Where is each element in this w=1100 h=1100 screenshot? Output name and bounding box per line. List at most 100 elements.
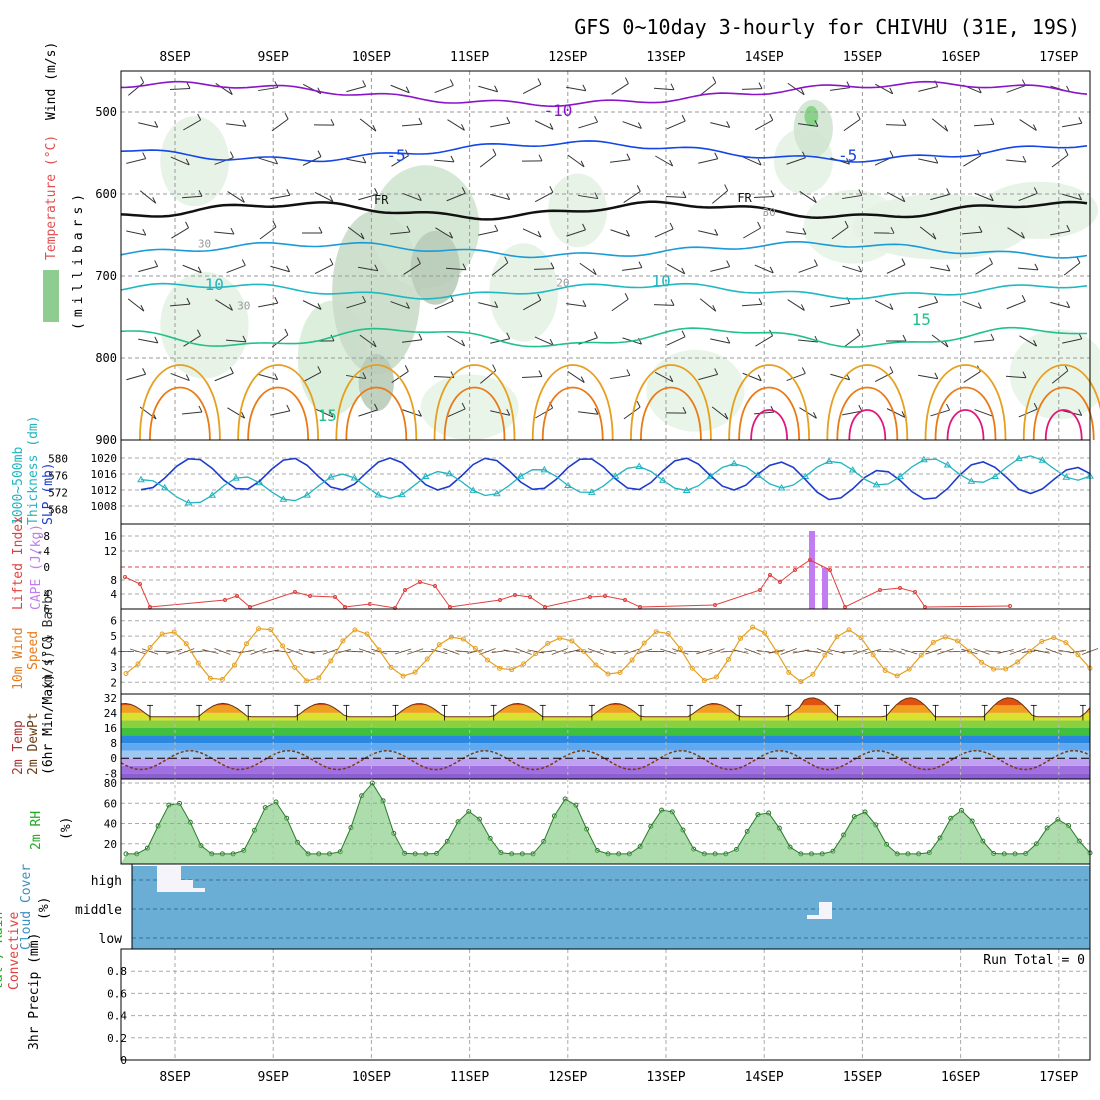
- upper-wind-barb-flag: [372, 124, 377, 132]
- wind-tick-label: 5: [110, 630, 117, 643]
- upper-wind-barb: [699, 82, 717, 96]
- upper-wind-barb: [918, 158, 938, 164]
- upper-wind-barb: [521, 375, 543, 379]
- rh-shading: [160, 271, 249, 379]
- upper-wind-barb-flag: [229, 304, 233, 311]
- upper-wind-barb-flag: [286, 265, 291, 272]
- wind10-side-label: Speed: [26, 631, 41, 670]
- upper-wind-barb-flag: [902, 334, 907, 342]
- rh-tick-label: 80: [104, 777, 117, 790]
- upper-wind-barb-flag: [152, 197, 157, 204]
- upper-wind-barb-flag: [594, 407, 599, 415]
- wind-marker: [195, 660, 201, 666]
- upper-wind-barb: [1050, 230, 1070, 236]
- upper-wind-barb-flag: [185, 374, 190, 381]
- rh-shading: [358, 353, 394, 412]
- upper-wind-barb-flag: [1034, 263, 1039, 271]
- upper-wind-barb: [138, 338, 158, 344]
- upper-wind-barb-flag: [284, 328, 289, 336]
- upper-wind-barb-flag: [946, 403, 951, 411]
- cape-bar: [809, 531, 815, 609]
- wind-tick-label: 6: [110, 615, 117, 628]
- upper-wind-barb: [302, 371, 322, 383]
- wind-barb: [178, 648, 195, 655]
- wind-marker: [183, 641, 189, 647]
- wind-barb: [612, 650, 629, 653]
- upper-wind-barb: [874, 300, 894, 310]
- upper-wind-barb-flag: [934, 296, 939, 303]
- temp-side-label: (6hr Min/Max) (°C): [41, 634, 56, 775]
- wind-marker: [750, 624, 756, 630]
- upper-wind-barb: [391, 155, 409, 167]
- warm-contour: [541, 386, 604, 441]
- upper-wind-barb-flag: [142, 368, 147, 375]
- upper-wind-barb: [445, 267, 467, 271]
- warm-contour: [924, 364, 1007, 441]
- upper-wind-barb: [885, 124, 907, 126]
- upper-wind-barb: [799, 190, 817, 204]
- upper-wind-barb-flag: [362, 295, 367, 303]
- upper-wind-barb-flag: [858, 404, 863, 412]
- upper-wind-barb-flag: [858, 265, 863, 273]
- upper-wind-barb: [786, 372, 806, 382]
- wind-marker: [521, 661, 527, 667]
- upper-wind-barb-flag: [681, 267, 686, 275]
- upper-wind-barb-flag: [186, 297, 191, 305]
- upper-wind-barb-flag: [800, 88, 805, 95]
- li-tick-label: -4: [37, 545, 51, 558]
- wind-barb: [937, 648, 954, 655]
- precip-tick-label: 0.4: [107, 1010, 127, 1023]
- wind-barb: [467, 649, 484, 654]
- upper-wind-barb: [843, 334, 861, 348]
- upper-wind-barb-flag: [240, 196, 245, 203]
- upper-wind-barb: [314, 264, 334, 274]
- warm-contour: [247, 386, 310, 441]
- upper-wind-barb-flag: [624, 77, 629, 84]
- wind-barb: [431, 648, 448, 655]
- pressure-tick-label: 600: [95, 187, 117, 201]
- cloud-bar-middle: [807, 915, 819, 919]
- wind-barb: [250, 648, 267, 655]
- upper-wind-barb: [962, 300, 982, 310]
- upper-wind-barb-flag: [582, 223, 586, 231]
- wind-barb: [515, 648, 532, 655]
- upper-wind-barb-flag: [813, 259, 818, 266]
- upper-wind-barb-flag: [197, 113, 202, 121]
- upper-wind-barb-flag: [1066, 224, 1071, 232]
- rh-legend-box: [43, 270, 59, 322]
- upper-wind-barb-flag: [989, 257, 993, 264]
- wind-marker: [677, 646, 683, 652]
- wind-marker: [400, 673, 406, 679]
- wind-barb: [202, 649, 219, 654]
- temp-tick-label: 24: [104, 707, 118, 720]
- upper-wind-barb-flag: [856, 328, 861, 336]
- bottom-day-label: 9SEP: [258, 1070, 289, 1085]
- upper-wind-barb-flag: [362, 156, 367, 164]
- upper-wind-barb-flag: [142, 228, 147, 236]
- upper-wind-barb-flag: [185, 158, 190, 166]
- li-tick-label: -8: [37, 530, 50, 543]
- upper-wind-barb-flag: [682, 406, 687, 414]
- upper-wind-barb: [963, 371, 981, 383]
- warm-contour: [149, 386, 211, 441]
- upper-wind-barb: [698, 373, 718, 381]
- upper-wind-barb-flag: [272, 220, 277, 228]
- upper-wind-barb-flag: [494, 85, 499, 92]
- upper-wind-barb: [358, 193, 378, 201]
- upper-wind-barb-flag: [450, 371, 455, 378]
- wind-barb: [298, 649, 315, 654]
- upper-wind-barb: [623, 406, 641, 420]
- upper-wind-barb: [961, 231, 983, 235]
- wind-barb: [551, 648, 568, 655]
- upper-wind-barb-flag: [1021, 295, 1026, 302]
- wind-barb: [587, 648, 605, 655]
- wind-marker: [1039, 638, 1045, 644]
- precip-side-label: Convective: [7, 912, 22, 990]
- upper-wind-barb: [138, 122, 158, 128]
- upper-wind-barb: [403, 263, 421, 275]
- upper-wind-barb: [786, 157, 806, 165]
- wind-barb: [1033, 649, 1050, 654]
- wind-barb: [636, 648, 653, 655]
- cloud-bar-high: [193, 888, 205, 892]
- upper-wind-barb: [655, 155, 673, 167]
